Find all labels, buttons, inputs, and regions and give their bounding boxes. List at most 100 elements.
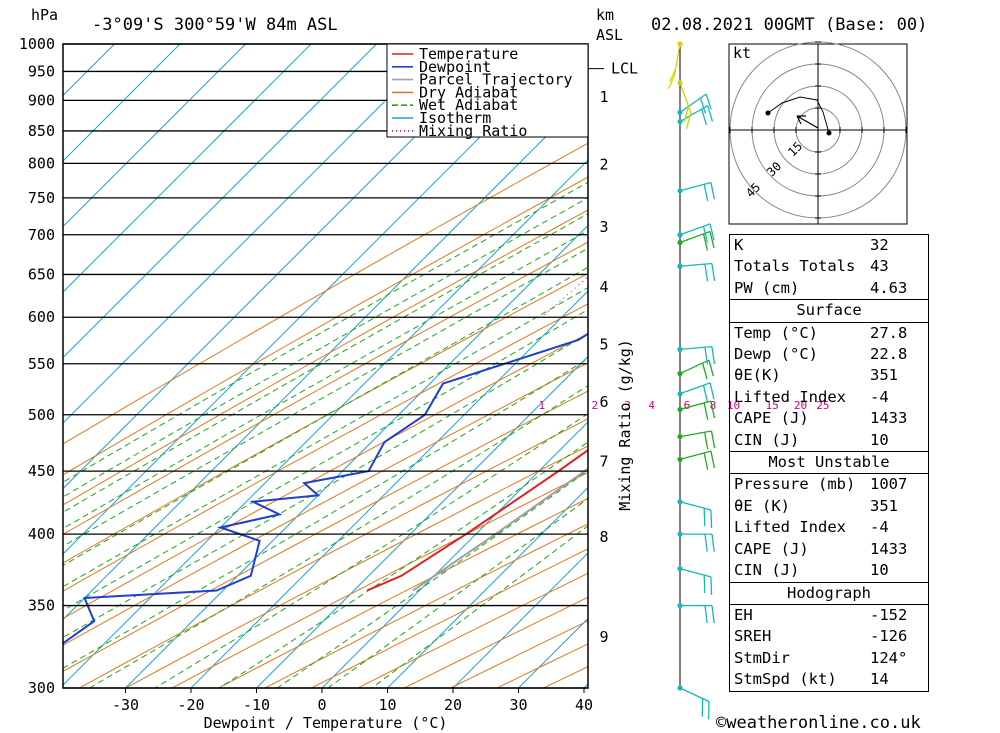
surface-row: CIN (J) 10 <box>730 430 928 451</box>
surface-value: 27.8 <box>870 323 908 342</box>
most-unstable-value: 1007 <box>870 475 908 494</box>
wind-barb-flag <box>710 182 716 200</box>
wind-barb-flag <box>702 226 709 243</box>
isotherm-line <box>63 44 312 293</box>
wind-barb-flag <box>703 432 709 450</box>
x-tick-label: 40 <box>575 696 593 714</box>
mixing-ratio-label: 1 <box>538 399 545 412</box>
most-unstable-row: CAPE (J) 1433 <box>730 539 928 560</box>
most-unstable-row: θE (K) 351 <box>730 496 928 517</box>
copyright-text: ©weatheronline.co.uk <box>716 713 921 733</box>
index-row: PW (cm) 4.63 <box>730 278 928 299</box>
dry-adiabat-line <box>357 572 588 688</box>
index-value: 43 <box>870 257 889 276</box>
mixing-ratio-label: 15 <box>766 399 779 412</box>
most-unstable-value: 351 <box>870 496 898 515</box>
index-label: Totals Totals <box>734 257 856 276</box>
height-label: 1 <box>599 88 608 106</box>
mixing-ratio-label: 3 <box>624 399 631 412</box>
hodograph-start-dot <box>826 130 832 136</box>
most-unstable-row: CIN (J) 10 <box>730 560 928 581</box>
wind-barb-flag <box>703 402 709 420</box>
wind-barb-staff <box>679 262 712 267</box>
pressure-unit: hPa <box>31 6 58 24</box>
wind-barb-staff <box>679 430 712 438</box>
legend-box <box>386 43 589 138</box>
surface-value: 10 <box>870 430 889 449</box>
hodograph-value: 124° <box>870 648 908 667</box>
height-label: 7 <box>599 453 608 471</box>
isotherm-line <box>63 159 588 686</box>
surface-value: 351 <box>870 366 898 385</box>
wind-barb-flag <box>707 105 714 122</box>
surface-label: Temp (°C) <box>734 323 818 342</box>
legend-label: Dewpoint <box>419 58 491 76</box>
pressure-label: 550 <box>28 355 55 373</box>
surface-label: θE(K) <box>734 366 781 385</box>
dry-adiabat-line <box>63 272 588 564</box>
height-label: 3 <box>599 218 608 236</box>
surface-label: CAPE (J) <box>734 409 809 428</box>
wind-barb-flag <box>704 605 708 624</box>
wind-barb-flag <box>703 575 706 594</box>
pressure-label: 300 <box>28 679 55 697</box>
hodograph-row: StmDir 124° <box>730 648 928 669</box>
pressure-label: 600 <box>28 308 55 326</box>
lcl-label: LCL <box>611 60 638 78</box>
wind-barb-flag <box>709 223 715 241</box>
wind-barb-staff <box>679 345 712 351</box>
wind-barb-flag <box>699 97 707 114</box>
height-label: 2 <box>599 156 608 174</box>
surface-row: Lifted Index -4 <box>730 387 928 408</box>
hodograph-label: StmSpd (kt) <box>734 670 837 689</box>
wind-barb-staff <box>679 687 710 703</box>
wind-barb-flag <box>710 430 716 449</box>
legend-label: Mixing Ratio <box>419 122 527 140</box>
index-label: K <box>734 236 744 254</box>
hodograph-row: StmSpd (kt) 14 <box>730 669 928 690</box>
hodograph-trace <box>767 96 830 134</box>
surface-label: Lifted Index <box>734 387 846 406</box>
most-unstable-value: 1433 <box>870 539 908 558</box>
pressure-label: 950 <box>28 62 55 80</box>
pressure-label: 500 <box>28 406 55 424</box>
wind-barb-flag <box>710 450 716 469</box>
isotherm-line <box>63 44 377 359</box>
dry-adiabat-line <box>264 523 588 688</box>
wind-barb-staff <box>679 382 711 395</box>
legend-label: Isotherm <box>419 109 491 127</box>
pressure-label: 400 <box>28 525 55 543</box>
wind-barb-staff <box>679 82 692 114</box>
surface-row: θE(K) 351 <box>730 365 928 386</box>
hodograph-row: EH -152 <box>730 605 928 626</box>
most-unstable-value: -4 <box>870 518 889 537</box>
mixing-ratio-label: 2 <box>591 399 598 412</box>
index-row: Totals Totals 43 <box>730 256 928 277</box>
wet-adiabat-line <box>63 247 588 547</box>
dry-adiabat-line <box>311 548 588 688</box>
x-tick-label: 20 <box>444 696 462 714</box>
most-unstable-title: Most Unstable <box>730 451 928 473</box>
wind-barb-flag <box>702 385 709 402</box>
legend-label: Parcel Trajectory <box>419 71 573 89</box>
pressure-label: 700 <box>28 226 55 244</box>
wind-barb-staff <box>679 223 711 236</box>
hodograph-value: -152 <box>870 605 908 624</box>
pressure-label: 350 <box>28 597 55 615</box>
most-unstable-row: Lifted Index -4 <box>730 517 928 538</box>
isotherm-line <box>190 290 588 688</box>
index-value: 4.63 <box>870 278 908 297</box>
isotherm-line <box>63 44 574 555</box>
x-tick-label: 30 <box>509 696 527 714</box>
surface-label: Dewp (°C) <box>734 345 818 364</box>
wind-barb-staff <box>679 400 712 411</box>
hodograph-title: Hodograph <box>730 581 928 604</box>
wind-barb-flag <box>708 359 714 377</box>
pressure-label: 900 <box>28 91 55 109</box>
hodograph-label: EH <box>734 605 753 624</box>
isotherm-line <box>256 355 588 688</box>
wind-barb-flag <box>710 576 713 595</box>
wind-barb-flag <box>702 362 708 380</box>
wind-barb-flag <box>709 231 715 249</box>
height-label: 4 <box>599 278 608 296</box>
